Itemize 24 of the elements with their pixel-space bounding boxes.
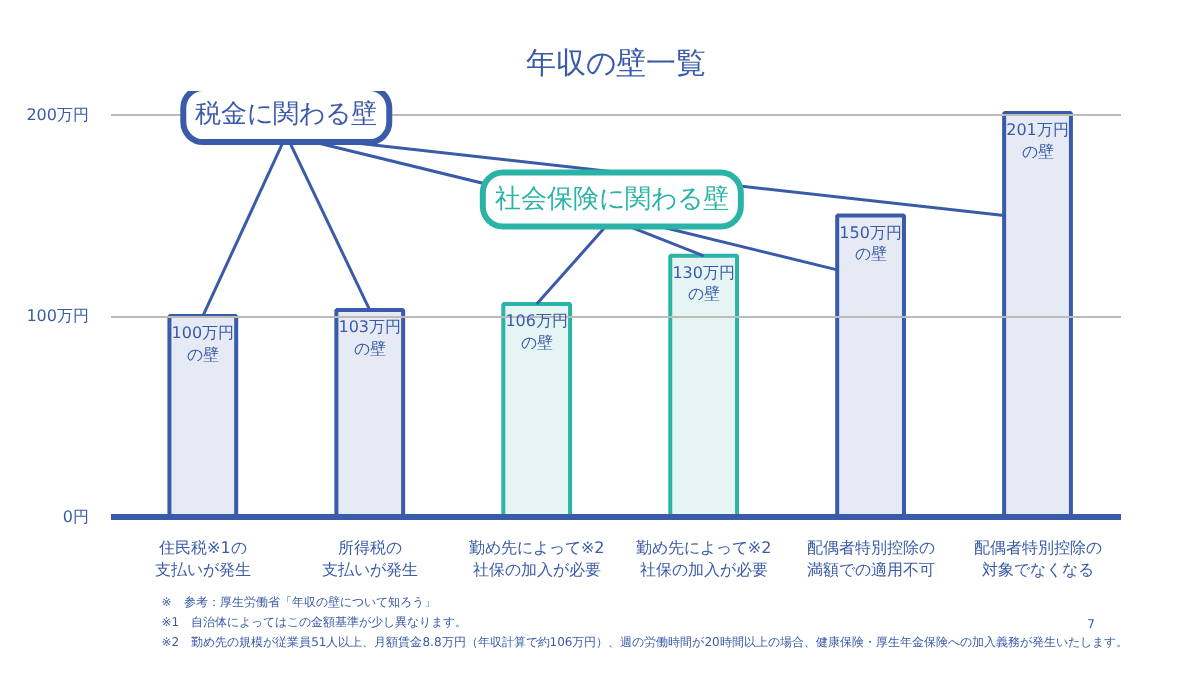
bar (1002, 111, 1073, 517)
x-tick-label: 勤め先によって※2社保の加入が必要 (468, 539, 605, 579)
x-tick-label: 配偶者特別控除の対象でなくなる (973, 539, 1102, 579)
data-label: 103万円の壁 (338, 318, 402, 358)
data-label: 201万円の壁 (1006, 121, 1069, 161)
y-tick-label: 200万円 (26, 106, 90, 125)
y-tick-label: 0円 (62, 508, 90, 526)
chart-title: 年収の壁一覧 (526, 45, 706, 81)
annotation: 社会保険に関わる壁 (494, 184, 729, 215)
bar (668, 253, 740, 517)
data-label: 150万円の壁 (839, 223, 902, 264)
bar (167, 314, 239, 517)
annotation: 税金に関わる壁 (195, 100, 378, 131)
data-label: 130万円の壁 (672, 263, 735, 304)
bar (835, 213, 906, 517)
x-tick-label: 住民税※1の支払いが発生 (154, 539, 251, 579)
x-tick-label: 配偶者特別控除の満額での適用不可 (806, 539, 935, 579)
x-tick-label: 所得税の支払いが発生 (321, 539, 418, 579)
bar (334, 308, 406, 517)
bar (501, 302, 573, 517)
data-label: 100万円の壁 (171, 324, 235, 364)
x-tick-label: 勤め先によって※2社保の加入が必要 (635, 539, 772, 579)
data-label: 106万円の壁 (505, 312, 568, 352)
y-tick-label: 100万円 (26, 307, 90, 326)
